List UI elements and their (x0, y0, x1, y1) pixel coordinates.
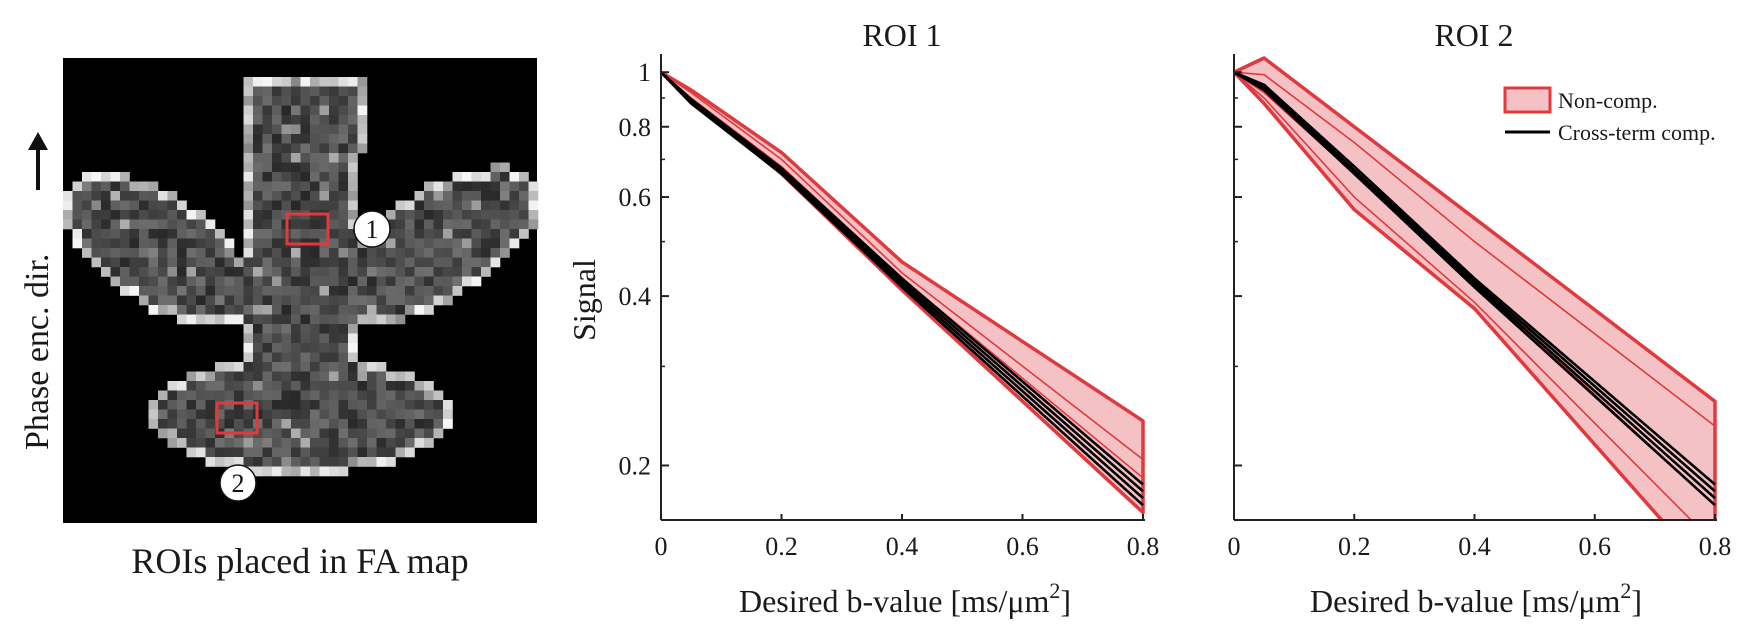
chart-roi-1-xlabel-main: Desired b-value [ms/μm (739, 583, 1050, 619)
x-tick-label: 0.8 (1699, 532, 1732, 561)
comp-series-line (661, 71, 1144, 507)
chart-roi-1: ROI 1 0.20.40.60.810 0.2 0.4 0.6 0.8 Signal … (566, 17, 1159, 619)
noncomp-series-line (1234, 71, 1693, 520)
y-tick-label: 0.4 (619, 282, 652, 311)
phase-encoding-indicator: Phase enc. dir. (19, 132, 56, 450)
phase-encoding-label: Phase enc. dir. (19, 254, 56, 450)
x-tick-label: 0.2 (765, 532, 798, 561)
noncomp-series-line (1234, 71, 1716, 427)
fa-map-caption: ROIs placed in FA map (131, 541, 468, 581)
chart-roi-1-xlabel-sup: 2 (1049, 578, 1060, 603)
chart-roi-2-plot: 0 0.2 0.4 0.6 0.8 (1228, 54, 1732, 561)
comp-series-line (1234, 71, 1716, 486)
roi-2-box (215, 401, 259, 435)
x-tick-label: 0 (655, 532, 668, 561)
chart-roi-1-xlabel: Desired b-value [ms/μm2] (739, 578, 1071, 619)
arrow-head-icon (28, 132, 48, 150)
chart-roi-1-plot: 0.2 0.4 0.6 0.8 1 0 0.2 0.4 0.6 0.8 (619, 54, 1160, 561)
x-tick-label: 0.6 (1579, 532, 1612, 561)
noncomp-series-line (661, 71, 1144, 422)
y-tick-label: 0.6 (619, 183, 652, 212)
x-tick-label: 0.8 (1127, 532, 1160, 561)
legend-comp-label: Cross-term comp. (1558, 120, 1716, 145)
roi-1-box (285, 212, 330, 246)
roi-2-marker: 2 (219, 464, 257, 502)
x-tick-label: 0.6 (1006, 532, 1039, 561)
chart-roi-1-ylabel: Signal (566, 259, 602, 341)
chart-1-series (661, 70, 1145, 515)
chart-roi-2: ROI 2 0 0.2 0.4 0.6 0.8 Desired b-value [ms/… (1228, 17, 1732, 619)
roi-1-marker-label: 1 (366, 215, 379, 244)
legend: Non-comp. Cross-term comp. (1503, 86, 1716, 145)
legend-noncomp-label: Non-comp. (1558, 88, 1658, 113)
chart-roi-2-xlabel-main: Desired b-value [ms/μm (1310, 583, 1621, 619)
y-tick-label: 0.2 (619, 451, 652, 480)
chart-roi-1-xlabel-tail: ] (1060, 583, 1071, 619)
chart-roi-2-xlabel: Desired b-value [ms/μm2] (1310, 578, 1642, 619)
fa-map-image (63, 77, 539, 477)
x-tick-label: 0.2 (1338, 532, 1371, 561)
comp-series-line (1234, 71, 1716, 507)
noncomp-series-line (1234, 71, 1663, 520)
chart-roi-1-title: ROI 1 (862, 17, 941, 53)
legend-noncomp-swatch (1503, 86, 1552, 114)
chart-2-series (1234, 56, 1717, 520)
x-tick-label: 0 (1228, 532, 1241, 561)
roi-2-marker-label: 2 (232, 469, 245, 498)
noncomp-series-line (1234, 57, 1716, 403)
y-tick-label: 1 (638, 58, 651, 87)
x-tick-label: 0.4 (1458, 532, 1491, 561)
fa-map-panel: 1 2 (63, 58, 539, 523)
noncomp-series-line (661, 71, 1144, 461)
chart-roi-2-xlabel-sup: 2 (1620, 578, 1631, 603)
chart-roi-2-xlabel-tail: ] (1631, 583, 1642, 619)
chart-roi-2-title: ROI 2 (1434, 17, 1513, 53)
x-tick-label: 0.4 (886, 532, 919, 561)
roi-1-marker: 1 (353, 210, 391, 248)
y-tick-label: 0.8 (619, 113, 652, 142)
